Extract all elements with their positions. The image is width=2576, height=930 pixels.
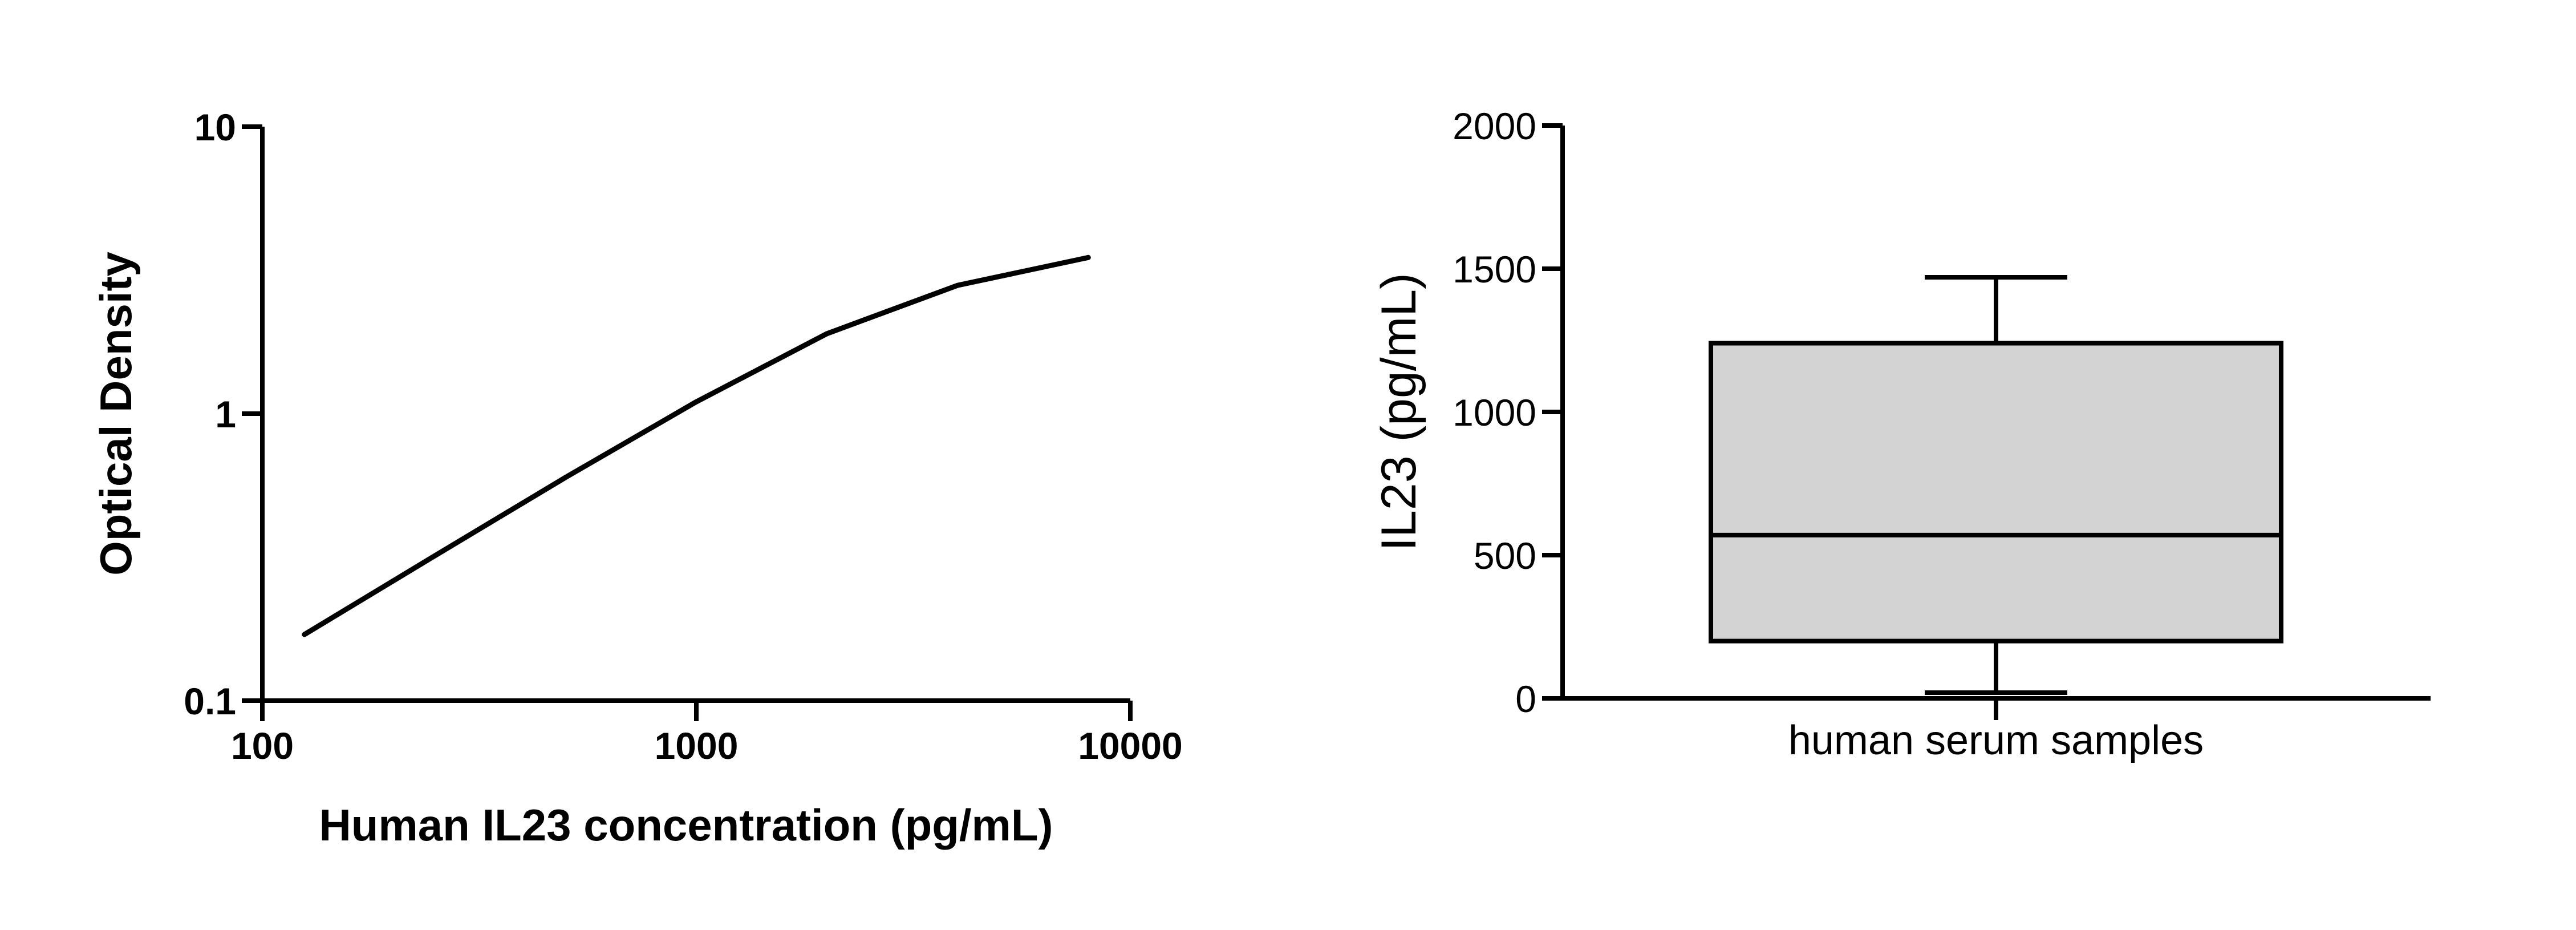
std-x-tick-label: 10000: [1078, 725, 1183, 767]
std-y-axis-title: Optical Density: [91, 252, 141, 576]
box-y-tick-label: 1500: [1453, 248, 1536, 290]
box-ticks: 0 500 1000 1500 2000: [1453, 105, 1563, 720]
box-y-tick-label: 0: [1515, 678, 1536, 720]
box-y-axis-title: IL23 (pg/mL): [1372, 273, 1426, 551]
standard-curve-chart: 100 1000 10000 0.1 1 10 Human IL23 concentrat…: [91, 106, 1183, 850]
box-y-tick-label: 500: [1474, 535, 1536, 577]
std-x-tick-label: 100: [231, 725, 294, 767]
std-y-tick-label: 10: [194, 106, 236, 148]
std-x-tick-label: 1000: [655, 725, 739, 767]
box-y-tick-label: 2000: [1453, 105, 1536, 147]
box-marks: [1709, 275, 2283, 695]
sample-boxplot-chart: 0 500 1000 1500 2000 human serum samples IL2…: [1372, 105, 2431, 763]
std-x-axis-title: Human IL23 concentration (pg/mL): [319, 800, 1053, 850]
std-curve-line: [302, 254, 1091, 637]
std-y-tick-label: 0.1: [184, 680, 236, 722]
box-y-tick-label: 1000: [1453, 391, 1536, 434]
std-ticks: 100 1000 10000 0.1 1 10: [184, 106, 1183, 767]
box-category-label: human serum samples: [1788, 718, 2204, 763]
std-y-tick-label: 1: [215, 393, 236, 435]
box-iqr-rect: [1709, 341, 2283, 644]
